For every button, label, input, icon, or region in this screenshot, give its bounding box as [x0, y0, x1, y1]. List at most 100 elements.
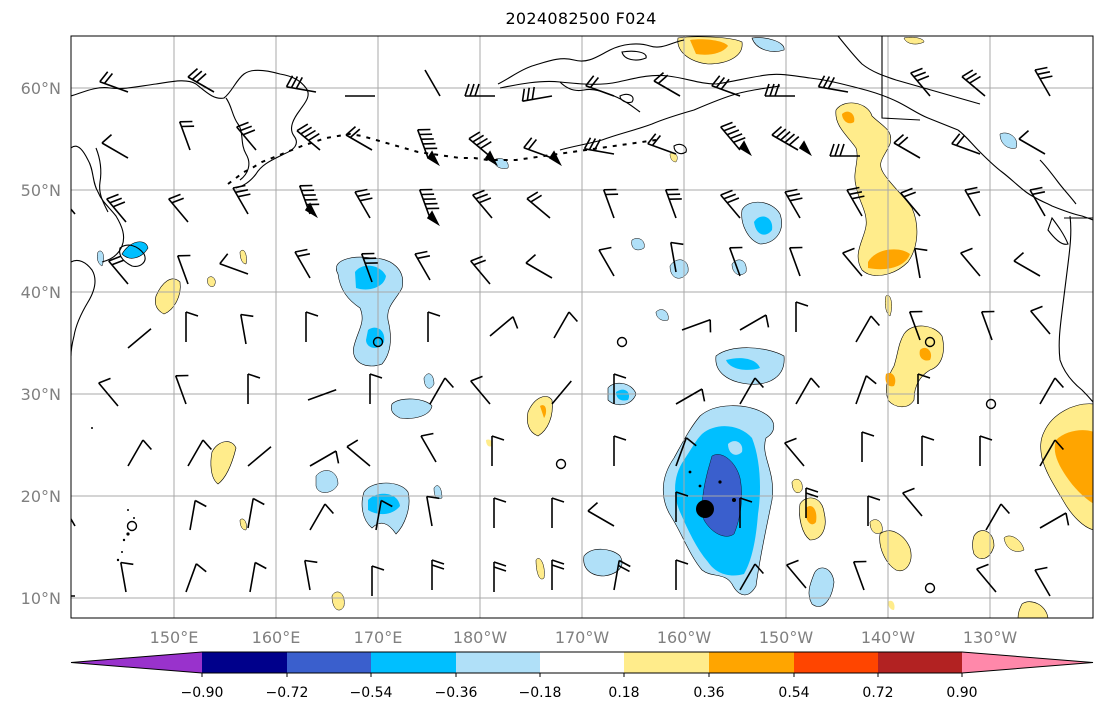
calm-wind-circles — [126, 336, 997, 594]
aleutian-chain — [227, 132, 657, 185]
colorbar-extension-min — [71, 652, 202, 673]
wind-barb — [902, 487, 923, 517]
lat-label: 50°N — [21, 181, 61, 200]
negative-contour-light-blue — [728, 441, 743, 455]
wind-barb — [681, 318, 712, 333]
coastline-hokkaido — [119, 244, 146, 267]
colorbar-tick-label: −0.36 — [435, 685, 478, 701]
coastline-alaska — [499, 73, 959, 131]
colorbar-segment — [287, 652, 371, 673]
wind-barb — [127, 328, 152, 349]
wind-barb — [354, 188, 373, 219]
positive-contour-light-yellow — [903, 36, 925, 45]
positive-contour-orange — [1054, 430, 1093, 504]
wind-barb — [805, 487, 819, 518]
negative-contour-light-blue — [336, 256, 403, 367]
wind-barb — [764, 83, 795, 97]
wind-barb — [917, 373, 931, 404]
wind-barb — [613, 559, 631, 591]
colorbar-tick-label: 0.36 — [693, 685, 724, 701]
lon-label: 150°E — [150, 628, 199, 647]
wind-barb — [247, 373, 261, 404]
wind-barb — [187, 439, 212, 467]
wind-barb — [305, 311, 319, 342]
negative-contour-light-blue — [583, 548, 623, 577]
wind-barb — [491, 435, 505, 466]
negative-contour-light-blue — [999, 132, 1018, 149]
wind-barb — [127, 439, 152, 467]
lon-label: 150°W — [759, 628, 814, 647]
lat-label: 10°N — [21, 589, 61, 608]
negative-contour-light-blue — [669, 259, 689, 279]
colorbar-segment — [371, 652, 456, 673]
wind-barb — [247, 446, 272, 467]
wind-barb — [470, 375, 491, 405]
wind-barb — [294, 248, 311, 279]
wind-barb — [964, 186, 981, 217]
wind-barb — [653, 72, 681, 97]
colorbar: −0.90 −0.72 −0.54 −0.36 −0.18 0.18 0.36 … — [70, 651, 1094, 701]
wind-barb-pennant — [798, 140, 812, 157]
wind-barb — [985, 503, 1010, 531]
wind-barb — [108, 255, 129, 285]
wind-barb — [553, 311, 578, 339]
negative-contour-deep-blue — [754, 216, 773, 235]
lat-label: 30°N — [21, 385, 61, 404]
wind-barb — [786, 559, 807, 589]
wind-barb — [526, 191, 551, 219]
wind-barb — [472, 189, 493, 219]
island-dot — [122, 538, 126, 542]
wind-barb — [908, 310, 923, 341]
coastline-okhotsk — [71, 145, 125, 263]
wind-barb — [1029, 186, 1046, 217]
positive-contour-light-yellow — [535, 558, 545, 580]
wind-barb — [921, 435, 935, 466]
wind-barb — [711, 75, 741, 97]
positive-contour-light-yellow — [791, 479, 803, 493]
wind-barb — [1034, 566, 1051, 597]
wind-barb — [855, 315, 880, 343]
wind-barb — [414, 250, 431, 281]
colorbar-tick-label: −0.54 — [350, 685, 393, 701]
wind-barb — [1018, 130, 1046, 155]
calm-circle — [924, 336, 936, 348]
wind-barb — [613, 435, 627, 466]
positive-contour-light-yellow — [239, 518, 247, 531]
coastlines — [71, 36, 1093, 403]
latitude-labels: 60°N 50°N 40°N 30°N 20°N 10°N — [21, 79, 61, 608]
lat-label: 60°N — [21, 79, 61, 98]
island-dot — [133, 517, 135, 519]
positive-contour-light-yellow — [210, 441, 237, 485]
negative-contour-light-blue — [315, 470, 339, 493]
wind-barb — [602, 188, 619, 219]
wind-barb — [739, 314, 770, 331]
positive-contour-orange — [842, 111, 855, 124]
wind-barb — [720, 121, 746, 151]
wind-barb — [187, 68, 215, 93]
wind-barb — [551, 380, 572, 405]
calm-circle — [126, 520, 138, 532]
wind-barb — [345, 126, 373, 151]
positive-contour-light-yellow — [869, 519, 883, 534]
colorbar-segment — [794, 652, 878, 673]
island-dot — [732, 498, 736, 502]
wind-barb — [232, 184, 251, 215]
wind-barb — [106, 193, 127, 223]
colorbar-tick-label: 0.18 — [608, 685, 639, 701]
negative-contour-light-blue — [631, 238, 645, 251]
wind-barb — [176, 254, 191, 285]
calm-circle — [985, 398, 997, 410]
wind-barb — [739, 377, 764, 405]
wind-barb — [893, 134, 921, 159]
colorbar-tick-label: 0.54 — [778, 685, 809, 701]
colorbar-segment — [456, 652, 540, 673]
island-dot — [116, 558, 120, 562]
colorbar-segment — [540, 652, 624, 673]
negative-contour-deep-blue — [616, 389, 630, 401]
wind-barb — [1013, 252, 1041, 277]
colorbar-segment — [624, 652, 709, 673]
wind-barb — [867, 495, 881, 526]
island-dot — [126, 532, 130, 536]
wind-barb — [829, 143, 860, 157]
